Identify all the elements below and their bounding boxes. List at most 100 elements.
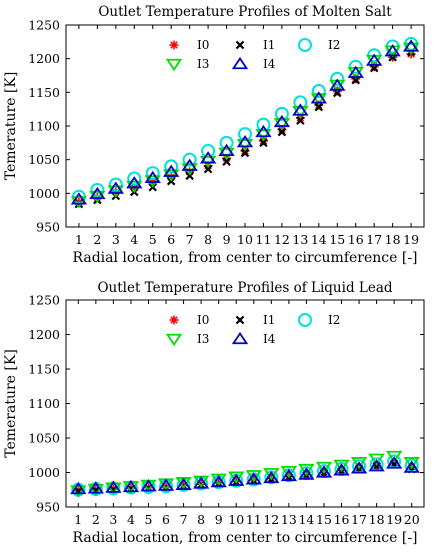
x-tick-label: 5: [145, 512, 153, 527]
legend-marker-I1: [235, 40, 245, 50]
data-point: [292, 106, 309, 119]
x-tick-label: 19: [403, 232, 419, 247]
y-tick-label: 950: [36, 220, 60, 235]
data-point: [384, 44, 401, 57]
data-point: [238, 127, 252, 142]
x-tick-label: 4: [130, 232, 138, 247]
data-point: [192, 476, 210, 489]
data-point: [315, 465, 333, 478]
legend-label-I0: I0: [197, 313, 209, 327]
x-tick-label: 3: [109, 512, 117, 527]
x-tick-label: 9: [215, 512, 223, 527]
y-tick-label: 1100: [28, 119, 60, 134]
data-point: [333, 463, 350, 476]
x-tick-label: 6: [167, 232, 175, 247]
legend-label-I2: I2: [328, 38, 340, 52]
data-point: [245, 472, 262, 485]
x-tick-label: 14: [298, 512, 314, 527]
x-tick-label: 9: [223, 232, 231, 247]
x-tick-label: 5: [149, 232, 157, 247]
y-tick-label: 950: [36, 500, 60, 515]
legend-label-I1: I1: [263, 38, 275, 52]
data-point: [89, 190, 106, 204]
y-tick-label: 1000: [28, 465, 60, 480]
data-point: [236, 139, 254, 152]
x-tick-label: 8: [204, 232, 212, 247]
series-I3: [70, 450, 420, 498]
data-point: [70, 485, 87, 498]
legend-marker-I0: [169, 315, 179, 325]
legend-label-I2: I2: [328, 313, 340, 327]
data-point: [403, 457, 420, 470]
data-point: [350, 457, 368, 470]
data-point: [210, 473, 227, 486]
x-tick-label: 16: [348, 232, 364, 247]
x-tick-label: 20: [404, 512, 420, 527]
y-tick-label: 1150: [28, 362, 60, 377]
x-tick-label: 2: [93, 232, 101, 247]
legend-label-I4: I4: [263, 332, 276, 346]
data-point: [89, 186, 106, 200]
legend-marker-I1: [235, 315, 245, 325]
y-tick-label: 1000: [28, 186, 60, 201]
data-point: [277, 127, 287, 137]
data-point: [228, 471, 245, 484]
data-point: [185, 171, 194, 181]
data-point: [347, 65, 364, 78]
series-I4: [70, 39, 420, 205]
x-tick-label: 2: [92, 512, 100, 527]
data-point: [385, 450, 403, 464]
data-point: [368, 453, 385, 466]
data-point: [145, 166, 160, 181]
series-I2: [71, 36, 419, 204]
data-point: [280, 465, 298, 479]
x-tick-label: 11: [246, 512, 262, 527]
plot-area-frame: [65, 299, 425, 508]
data-point: [292, 103, 309, 116]
data-point: [293, 95, 308, 110]
x-tick-label: 13: [292, 232, 308, 247]
data-point: [70, 196, 88, 209]
legend-label-I3: I3: [197, 57, 209, 71]
data-point: [236, 135, 254, 148]
series-I2: [71, 454, 419, 497]
legend-marker-I2: [298, 313, 312, 327]
data-point: [228, 473, 245, 486]
data-point: [329, 78, 346, 91]
data-point: [296, 116, 305, 125]
x-tick-label: 10: [237, 232, 253, 247]
data-point: [403, 460, 420, 473]
data-point: [219, 135, 234, 150]
data-point: [273, 114, 291, 128]
data-point: [256, 117, 271, 132]
x-tick-label: 18: [369, 512, 385, 527]
data-point: [310, 91, 327, 104]
data-point: [181, 158, 198, 171]
data-point: [199, 151, 217, 164]
data-point: [348, 59, 363, 74]
y-tick-label: 1050: [28, 152, 60, 167]
data-point: [164, 159, 179, 174]
data-point: [365, 53, 383, 66]
data-point: [163, 164, 180, 177]
data-point: [255, 128, 272, 142]
data-point: [218, 147, 235, 161]
x-tick-label: 17: [366, 232, 382, 247]
x-tick-label: 7: [186, 232, 194, 247]
data-point: [280, 468, 298, 482]
y-tick-label: 1250: [28, 293, 60, 308]
x-tick-label: 1: [74, 512, 82, 527]
y-tick-label: 1200: [28, 51, 60, 66]
series-I4: [70, 456, 420, 495]
y-axis-label: Temerature [K]: [3, 72, 19, 181]
x-tick-label: 17: [351, 512, 367, 527]
data-point: [157, 478, 175, 491]
data-point: [298, 463, 315, 477]
data-point: [144, 170, 161, 183]
legend-marker-I4: [231, 331, 249, 345]
legend-label-I3: I3: [197, 332, 209, 346]
data-point: [210, 475, 227, 488]
chart-panel-1: Outlet Temperature Profiles of Molten Sa…: [3, 4, 425, 266]
